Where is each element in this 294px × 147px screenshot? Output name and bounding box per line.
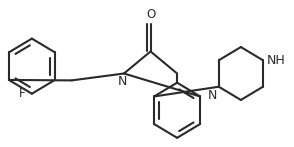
Text: O: O xyxy=(146,8,155,21)
Text: N: N xyxy=(207,89,217,102)
Text: NH: NH xyxy=(267,54,286,67)
Text: F: F xyxy=(19,87,26,100)
Text: N: N xyxy=(117,75,127,87)
